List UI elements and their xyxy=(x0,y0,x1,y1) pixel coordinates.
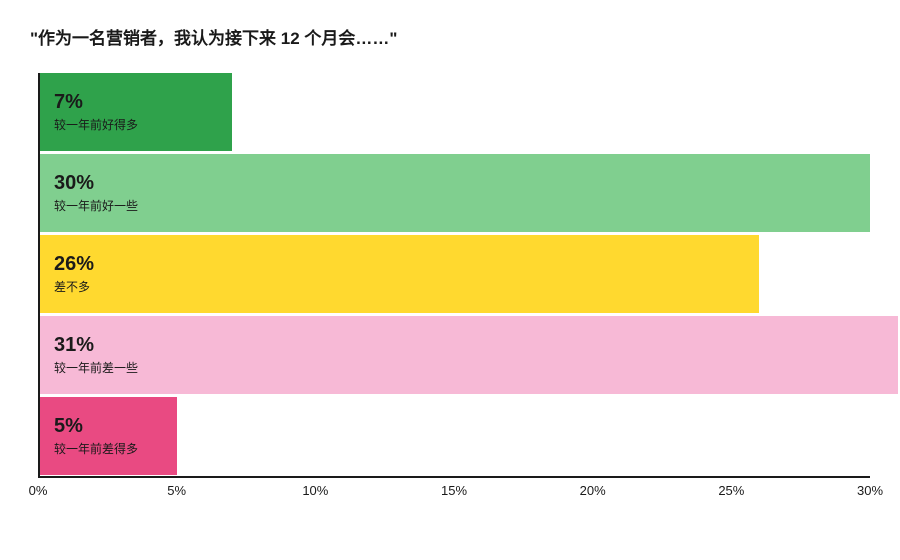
chart-plot: 7%较一年前好得多30%较一年前好一些26%差不多31%较一年前差一些5%较一年… xyxy=(38,73,870,478)
x-tick: 25% xyxy=(718,483,744,498)
chart-title: "作为一名营销者，我认为接下来 12 个月会……" xyxy=(30,24,870,49)
bar-value: 26% xyxy=(54,253,759,276)
bar-value: 7% xyxy=(54,91,232,114)
bar-value: 5% xyxy=(54,415,177,438)
x-tick: 30% xyxy=(857,483,883,498)
x-axis-ticks: 0%5%10%15%20%25%30% xyxy=(38,483,870,507)
y-axis-line xyxy=(38,73,40,478)
bar-row: 30% 较一年前好一些 xyxy=(38,154,870,232)
bar-label: 较一年前好得多 xyxy=(54,116,232,133)
bar-value: 31% xyxy=(54,334,898,357)
bar-row: 7% 较一年前好得多 xyxy=(38,73,232,151)
x-tick: 10% xyxy=(302,483,328,498)
chart-area: 7%较一年前好得多30%较一年前好一些26%差不多31%较一年前差一些5%较一年… xyxy=(30,73,870,508)
x-tick: 15% xyxy=(441,483,467,498)
bar-label: 差不多 xyxy=(54,278,759,295)
bar-row: 31% 较一年前差一些 xyxy=(38,316,898,394)
bar-label: 较一年前好一些 xyxy=(54,197,870,214)
bar-row: 5% 较一年前差得多 xyxy=(38,397,177,475)
x-axis-line xyxy=(38,476,870,478)
x-tick: 0% xyxy=(29,483,48,498)
bar-value: 30% xyxy=(54,172,870,195)
bar-label: 较一年前差一些 xyxy=(54,359,898,376)
x-tick: 20% xyxy=(580,483,606,498)
bar-row: 26% 差不多 xyxy=(38,235,759,313)
x-tick: 5% xyxy=(167,483,186,498)
bar-label: 较一年前差得多 xyxy=(54,440,177,457)
